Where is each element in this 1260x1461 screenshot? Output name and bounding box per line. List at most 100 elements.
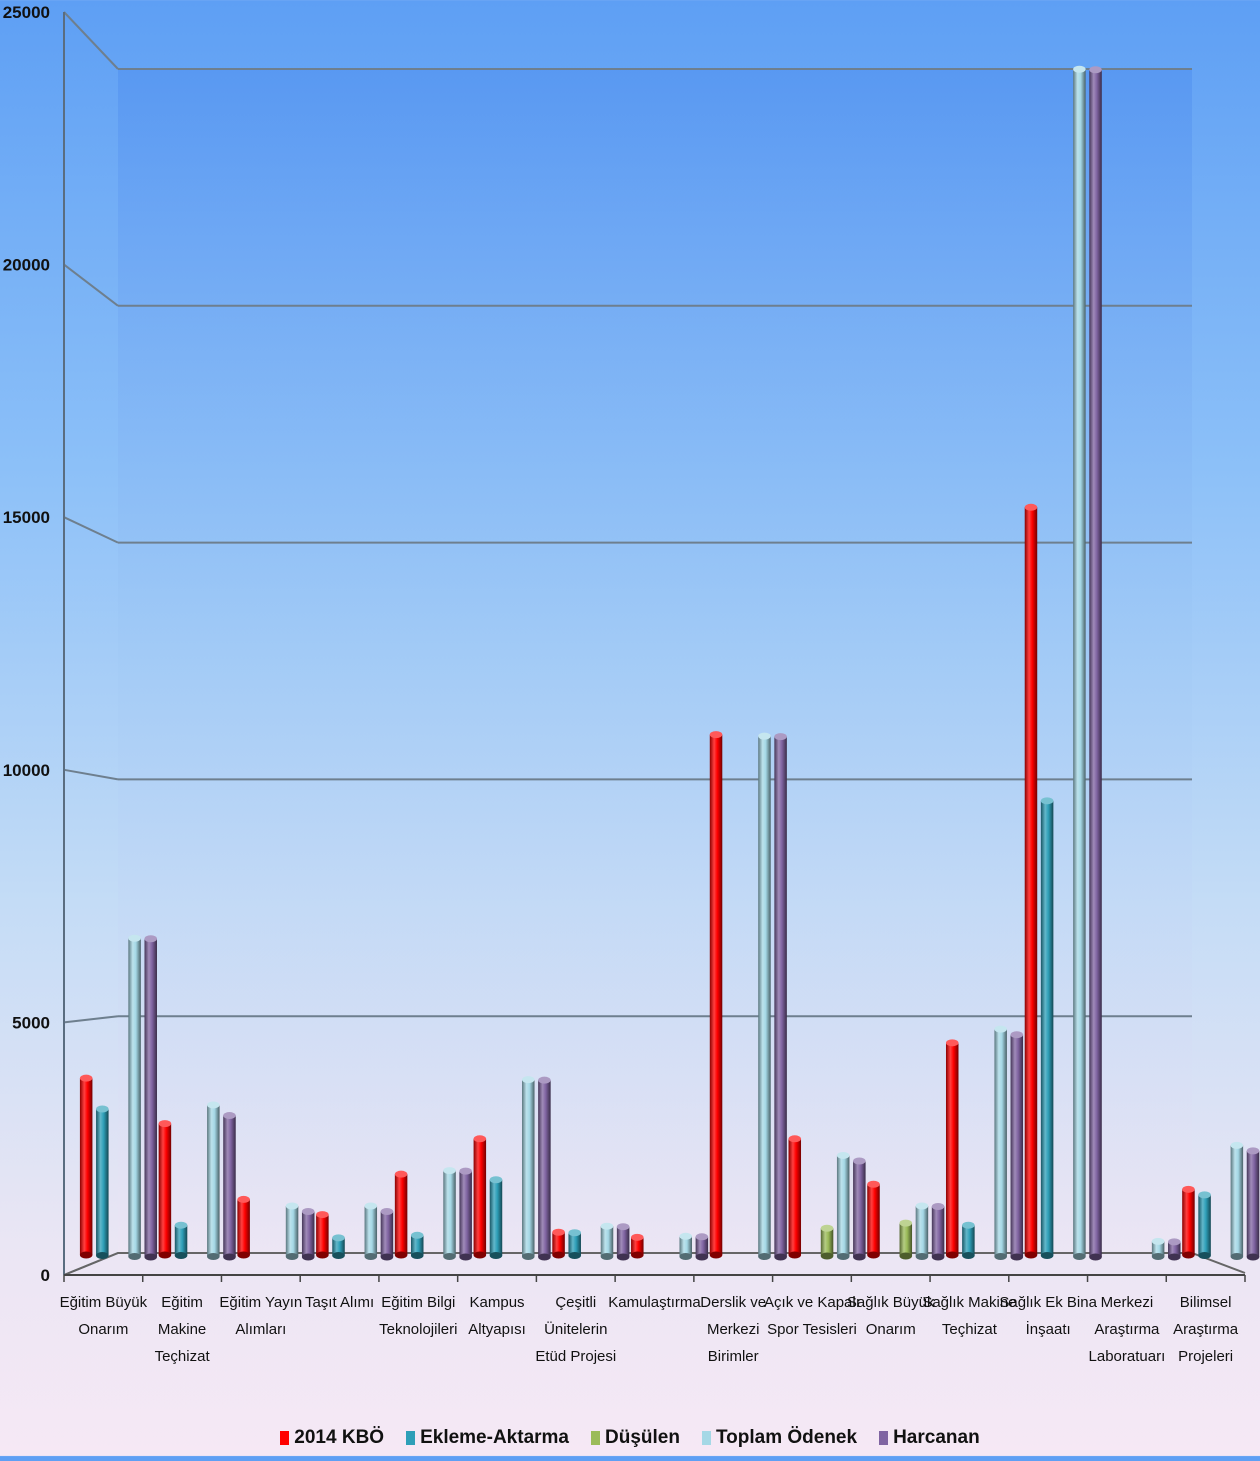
bar <box>1182 1185 1195 1259</box>
legend-item: Düşülen <box>591 1427 680 1449</box>
bar <box>1246 1147 1260 1261</box>
category-label: Açık ve Kapalı Spor Tesisleri <box>764 1294 860 1338</box>
bar <box>394 1170 408 1259</box>
bar <box>128 934 141 1260</box>
bar <box>931 1202 945 1261</box>
bar <box>867 1180 880 1259</box>
gridline <box>63 516 1192 544</box>
category-label: Derslik ve Merkezi Birimler <box>700 1294 766 1365</box>
category-label: Çeşitli Ünitelerin Etüd Projesi <box>535 1294 616 1365</box>
bar <box>538 1076 551 1261</box>
legend-item: Ekleme-Aktarma <box>406 1427 569 1449</box>
y-tick-label: 5000 <box>12 1013 50 1032</box>
legend-swatch <box>280 1431 290 1445</box>
bar <box>994 1025 1007 1260</box>
bar <box>410 1231 424 1259</box>
bar <box>285 1202 299 1260</box>
category-label: Eğitim Büyük Onarım <box>60 1294 148 1338</box>
legend-label: Ekleme-Aktarma <box>420 1427 569 1448</box>
gridline <box>63 1015 1192 1024</box>
category-label: Sağlık Makine Teçhizat <box>922 1294 1016 1338</box>
category-label: Eğitim Bilgi Teknolojileri <box>379 1294 457 1338</box>
bar <box>915 1202 929 1260</box>
bar <box>174 1221 188 1259</box>
bar <box>144 935 157 1261</box>
category-label: Kamulaştırma <box>608 1294 701 1311</box>
bar <box>459 1167 472 1261</box>
y-tick-label: 15000 <box>3 508 50 527</box>
legend-label: Düşülen <box>605 1427 680 1448</box>
bar <box>853 1157 866 1261</box>
bar <box>552 1228 565 1259</box>
bar <box>1073 65 1086 1260</box>
gridline <box>63 263 1192 307</box>
legend-label: 2014 KBÖ <box>294 1427 385 1448</box>
gridline <box>63 768 1192 781</box>
legend-label: Harcanan <box>893 1427 980 1448</box>
category-label: Eğitim Yayın Alımları <box>219 1294 302 1338</box>
bar <box>695 1233 709 1261</box>
y-tick-label: 0 <box>41 1266 50 1285</box>
legend-swatch <box>406 1431 416 1445</box>
bar <box>316 1211 329 1259</box>
bar <box>1168 1238 1181 1261</box>
bar <box>1151 1237 1165 1260</box>
category-label: Sağlık Büyük Onarım <box>847 1294 935 1338</box>
bar <box>945 1039 959 1259</box>
bar <box>158 1120 172 1259</box>
bar <box>1230 1141 1244 1260</box>
bar <box>1198 1191 1211 1259</box>
bar <box>1040 797 1054 1259</box>
bar <box>962 1221 975 1259</box>
bar <box>709 731 723 1259</box>
bar <box>774 733 787 1261</box>
bar <box>568 1229 581 1259</box>
bar <box>443 1167 456 1260</box>
category-label: Eğitim Makine Teçhizat <box>155 1294 211 1365</box>
bar <box>679 1232 692 1260</box>
bar <box>473 1135 487 1259</box>
legend-swatch <box>701 1431 711 1445</box>
category-label: Taşıt Alımı <box>305 1294 374 1311</box>
legend-item: Toplam Ödenek <box>701 1427 858 1449</box>
bar <box>223 1112 236 1261</box>
floor-edge <box>63 1252 1246 1276</box>
bar <box>600 1222 614 1260</box>
bar <box>207 1101 220 1260</box>
legend-item: Harcanan <box>879 1427 980 1449</box>
legend-label: Toplam Ödenek <box>715 1427 858 1448</box>
gridline <box>63 11 1192 70</box>
legend-item: 2014 KBÖ <box>280 1427 384 1449</box>
bar <box>332 1234 345 1259</box>
legend-swatch <box>879 1431 889 1445</box>
bar <box>301 1208 315 1261</box>
bar <box>522 1076 535 1260</box>
legend-swatch <box>591 1431 600 1445</box>
bar <box>364 1202 378 1260</box>
bar <box>758 732 771 1260</box>
bar <box>237 1195 250 1259</box>
category-label: Sağlık Ek Bina İnşaatı <box>999 1294 1097 1338</box>
y-tick-label: 20000 <box>3 256 50 275</box>
y-tick-label: 10000 <box>3 761 50 780</box>
category-label: Kampus Altyapısı <box>468 1294 526 1338</box>
bar <box>1010 1031 1024 1261</box>
y-tick-label: 25000 <box>3 3 50 22</box>
bar <box>788 1135 802 1259</box>
bar <box>616 1223 630 1261</box>
bar <box>836 1151 850 1260</box>
bar <box>820 1224 834 1260</box>
bar <box>79 1074 93 1259</box>
bar <box>489 1176 503 1259</box>
chart-legend: 2014 KBÖ Ekleme-Aktarma Düşülen Toplam Öden… <box>0 1422 1260 1454</box>
bar <box>631 1233 644 1259</box>
bar <box>1089 66 1102 1261</box>
bar <box>96 1105 109 1259</box>
category-label: Merkezi Araştırma Laboratuarı <box>1089 1294 1166 1365</box>
bar <box>380 1208 394 1261</box>
bar <box>1024 503 1038 1259</box>
bar <box>899 1219 913 1260</box>
category-label: Bilimsel Araştırma Projeleri <box>1173 1294 1239 1365</box>
